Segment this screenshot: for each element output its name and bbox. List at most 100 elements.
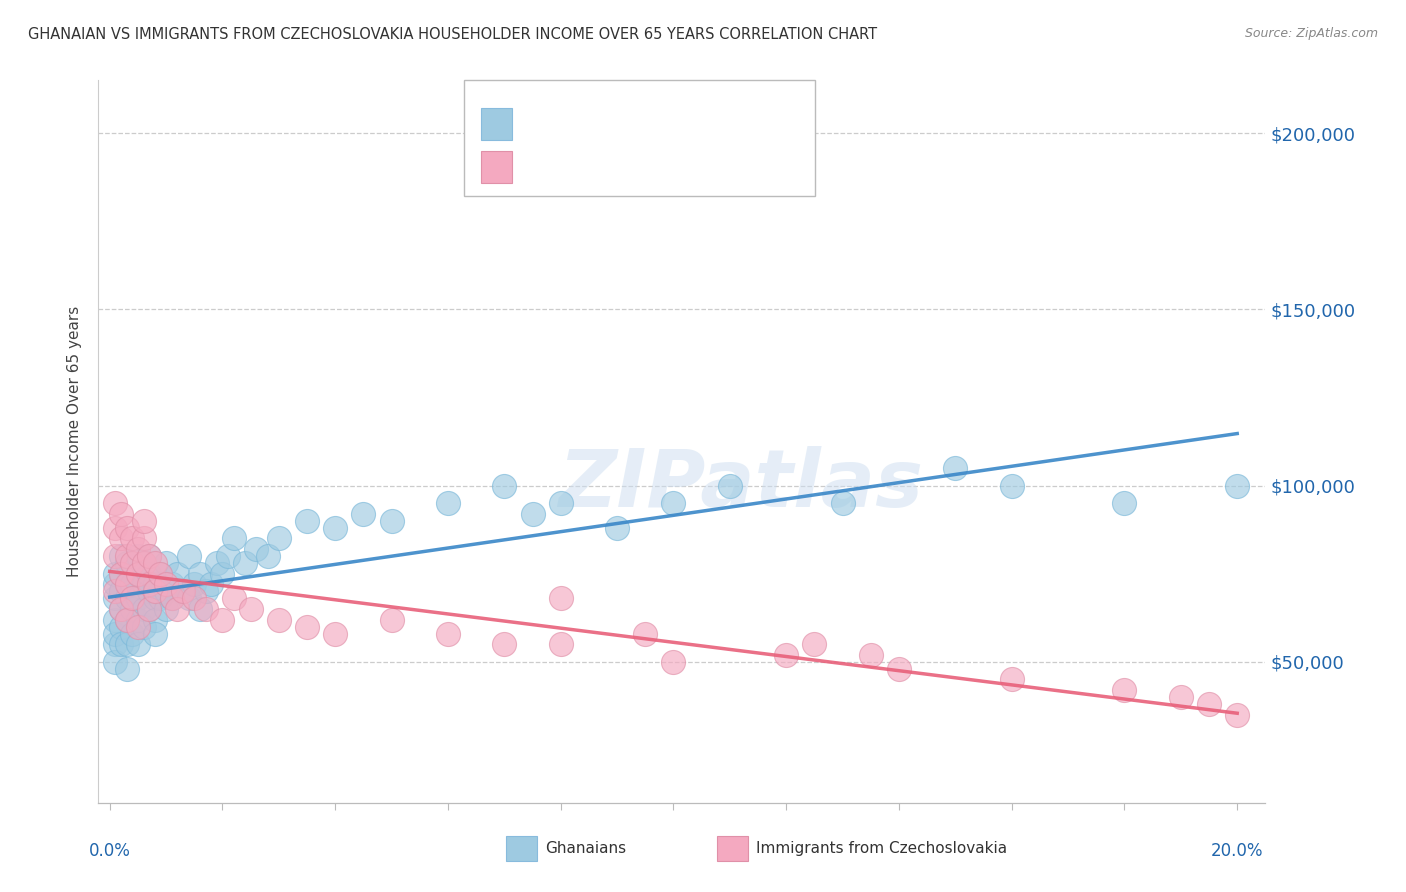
Point [127,591,149,606]
Point [323,626,346,640]
Point [121,602,143,616]
Point [110,532,132,546]
Point [132,619,155,633]
Point [831,496,853,510]
Point [177,549,200,563]
Point [127,613,149,627]
Point [115,577,138,591]
Point [177,591,200,606]
Point [115,613,138,627]
Point [104,655,127,669]
Point [104,521,127,535]
Point [155,556,177,570]
Point [132,532,155,546]
Point [606,521,628,535]
Point [803,637,825,651]
Point [127,542,149,557]
Point [143,613,166,627]
Point [437,626,460,640]
Point [149,566,172,581]
Point [211,613,233,627]
Point [188,566,211,581]
Point [160,591,183,606]
Point [550,496,572,510]
Point [143,626,166,640]
Point [1114,496,1136,510]
Point [104,637,127,651]
Point [132,602,155,616]
Point [194,584,217,599]
Text: 55: 55 [706,158,731,177]
Point [121,584,143,599]
Point [662,496,685,510]
Point [295,514,318,528]
Point [155,577,177,591]
Point [104,613,127,627]
Point [115,613,138,627]
Point [143,591,166,606]
Text: N =: N = [641,115,681,133]
Point [138,549,160,563]
Point [127,566,149,581]
Point [138,602,160,616]
Point [245,542,267,557]
Point [859,648,882,662]
Point [149,566,172,581]
Point [634,626,657,640]
Point [110,507,132,521]
Point [194,602,217,616]
Point [172,584,194,599]
Point [267,532,290,546]
Point [217,549,239,563]
Point [115,556,138,570]
Point [132,577,155,591]
Point [110,584,132,599]
Point [200,577,222,591]
Point [775,648,797,662]
Point [143,584,166,599]
Text: 0.0%: 0.0% [89,842,131,860]
Point [183,591,205,606]
Point [132,514,155,528]
Text: R =: R = [526,115,565,133]
Point [550,637,572,651]
Point [155,602,177,616]
Point [143,556,166,570]
Point [110,566,132,581]
Text: N =: N = [657,158,696,177]
Text: R =: R = [526,158,565,177]
Text: 0.155: 0.155 [582,115,638,133]
Point [1170,690,1192,704]
Point [115,549,138,563]
Point [205,556,228,570]
Point [127,619,149,633]
Point [127,637,149,651]
Point [110,602,132,616]
Point [110,566,132,581]
Point [104,584,127,599]
Text: Ghanaians: Ghanaians [546,841,627,855]
Point [110,637,132,651]
Point [127,549,149,563]
Point [138,577,160,591]
Point [943,461,966,475]
Point [887,662,910,676]
Point [104,496,127,510]
Point [1001,673,1024,687]
Point [104,577,127,591]
Point [132,556,155,570]
Point [104,566,127,581]
Point [121,591,143,606]
Point [256,549,278,563]
Point [115,577,138,591]
Point [110,549,132,563]
Point [222,591,245,606]
Point [188,602,211,616]
Point [110,619,132,633]
Point [662,655,685,669]
Point [1114,683,1136,698]
Point [121,626,143,640]
Point [121,556,143,570]
Point [143,577,166,591]
Point [115,637,138,651]
